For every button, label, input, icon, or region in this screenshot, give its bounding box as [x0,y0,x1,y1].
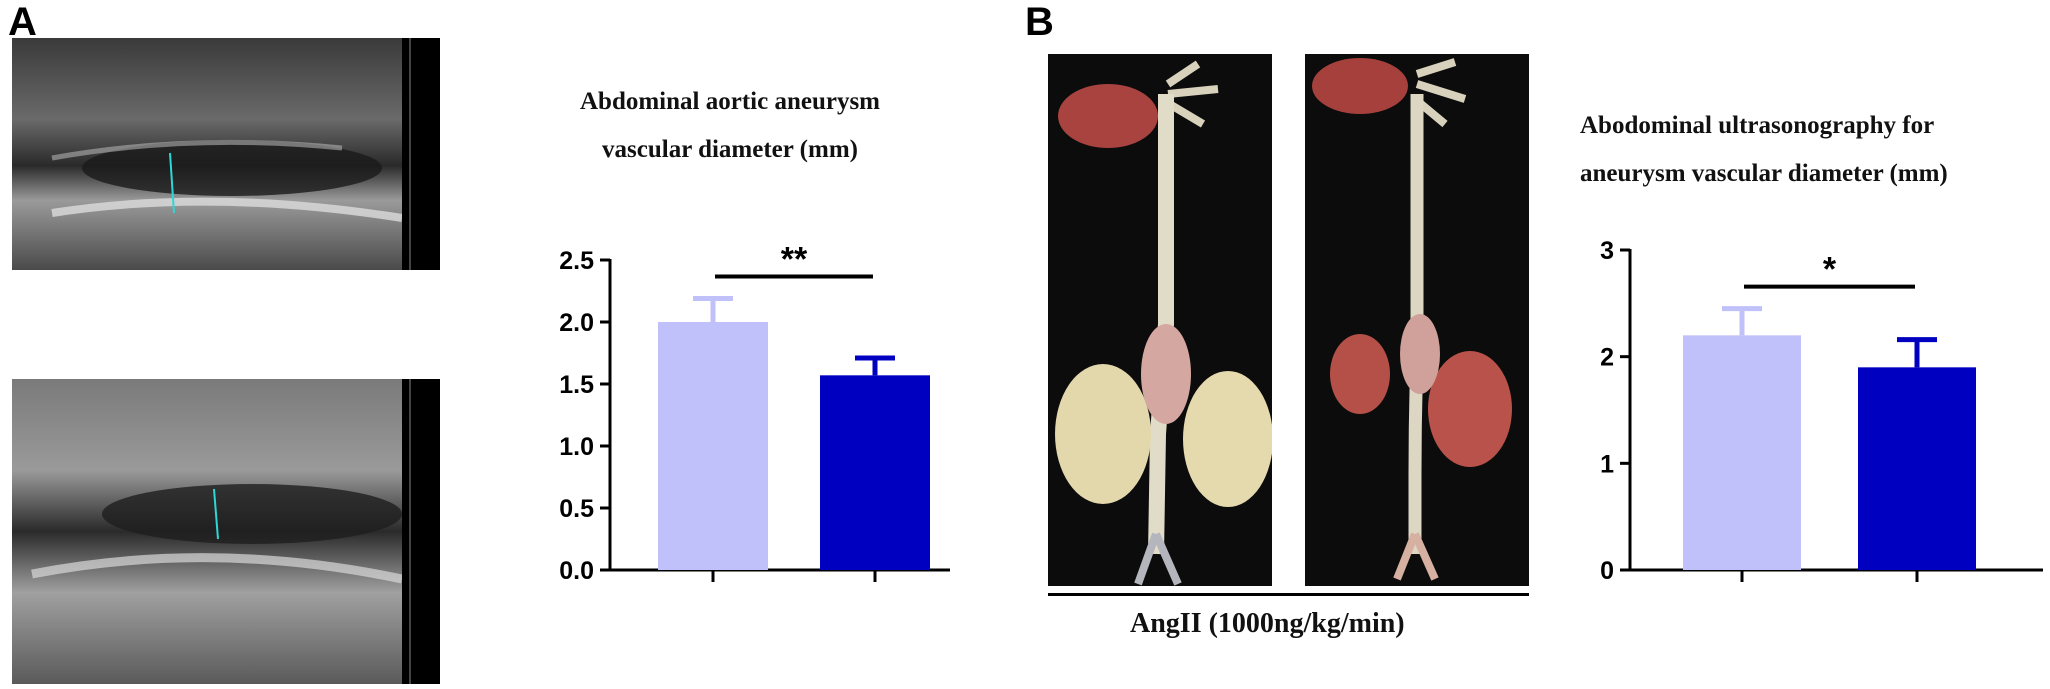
ultrasound-image-top [12,38,440,270]
chart-a-significance-label: ** [781,240,808,278]
chart-a-y-tick-label: 2.0 [559,309,594,337]
chart-b-y-tick-label: 2 [1600,344,1614,372]
aorta-photo-control [1048,54,1272,586]
chart-b: 0 1 2 3 * [1600,237,2043,585]
chart-a-y-tick-label: 0.5 [559,495,594,523]
panel-b-label: B [1025,0,1054,44]
chart-b-title: Abodominal ultrasonography for aneurysm … [1580,102,2040,198]
chart-a-title-line2: vascular diameter (mm) [602,136,858,163]
chart-a-y-tick-label: 2.5 [559,247,594,275]
chart-b-y-tick-label: 1 [1600,450,1614,478]
chart-a-y-tick-label: 0.0 [559,557,594,585]
chart-b-bar [1683,335,1801,570]
chart-a-y-tick-label: 1.5 [559,371,594,399]
chart-a-bar [820,375,930,570]
chart-a-title: Abdominal aortic aneurysm vascular diame… [500,78,960,174]
chart-b-significance-label: * [1823,251,1837,289]
chart-a-y-tick-label: 1.0 [559,433,594,461]
treatment-label: AngII (1000ng/kg/min) [1130,608,1405,639]
ultrasound-image-bottom [12,379,440,684]
chart-b-title-line2: aneurysm vascular diameter (mm) [1580,160,1948,187]
chart-b-y-tick-label: 0 [1600,557,1614,585]
aorta-photo-treated [1305,54,1529,586]
chart-a-bar [658,322,768,570]
chart-b-y-tick-label: 3 [1600,237,1614,265]
chart-a-title-line1: Abdominal aortic aneurysm [580,88,880,115]
treatment-bracket-line [1048,593,1529,596]
chart-b-bar [1858,367,1976,570]
chart-b-title-line1: Abodominal ultrasonography for [1580,112,1935,139]
panel-a-label: A [8,0,37,44]
chart-a: 0.0 0.5 1.0 1.5 2.0 2.5 ** [559,240,950,585]
